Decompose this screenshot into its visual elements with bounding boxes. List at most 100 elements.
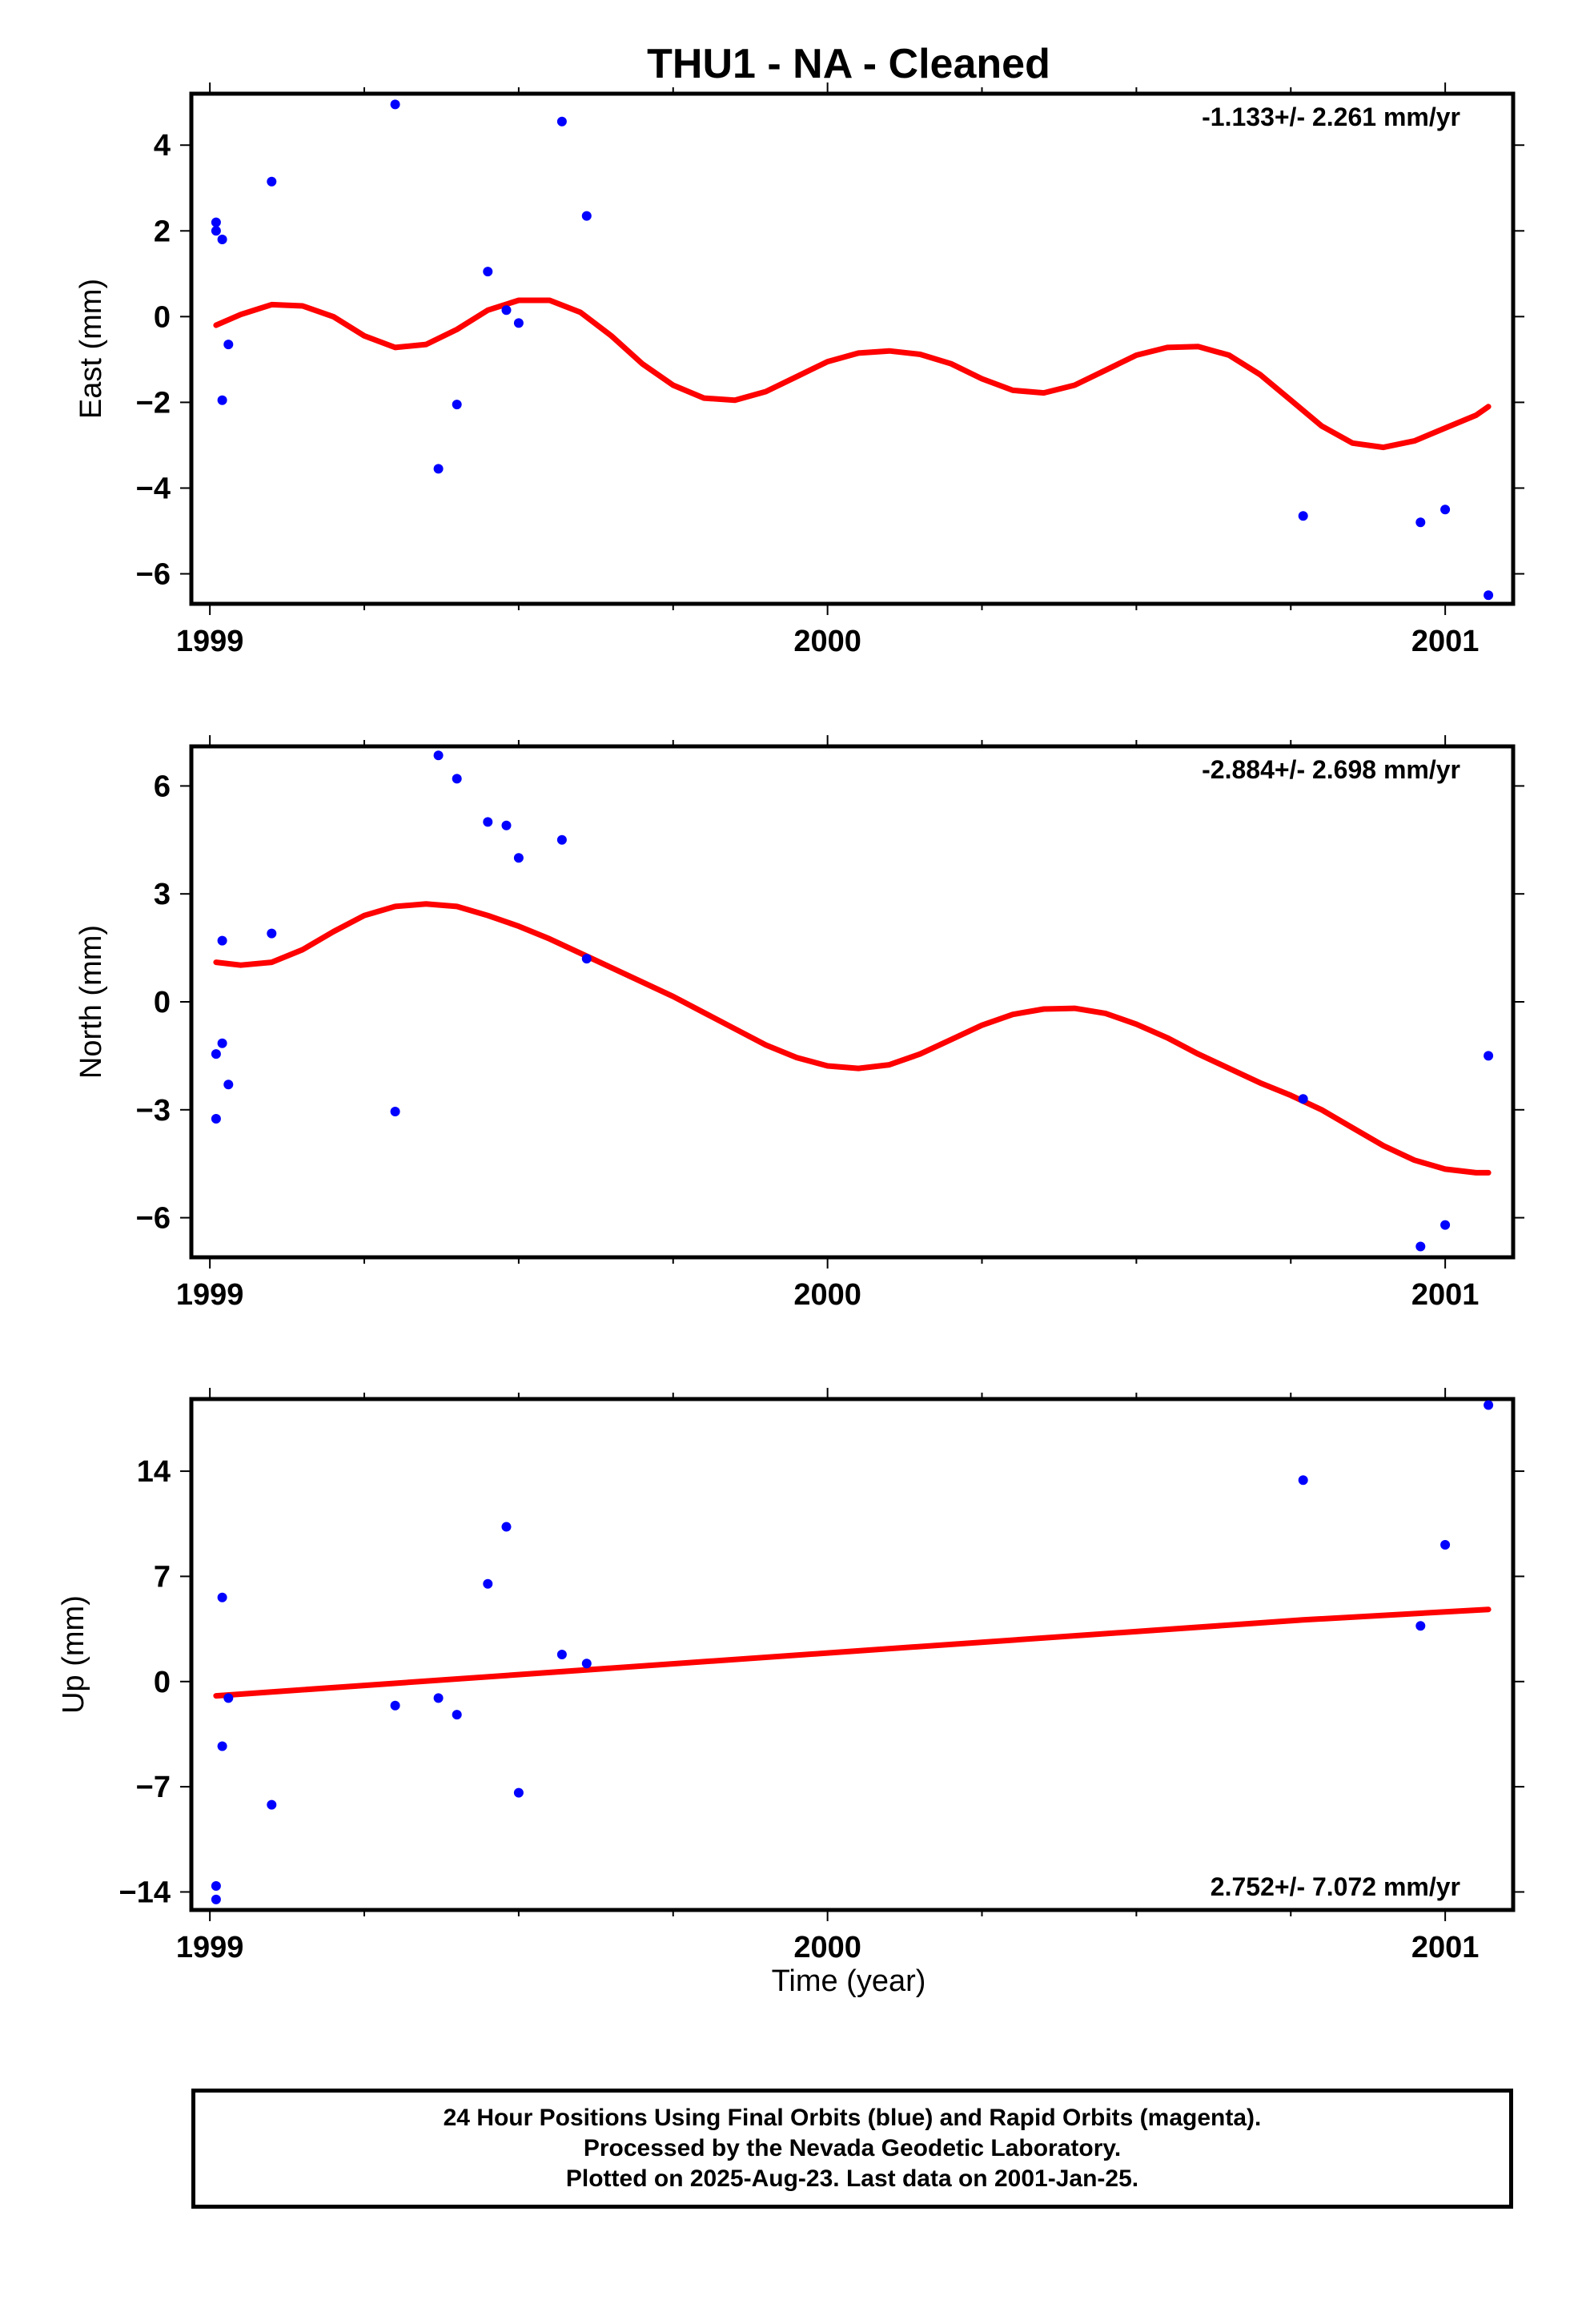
x-tick-label: 1999 [176, 625, 244, 658]
x-tick-label: 2001 [1411, 1278, 1480, 1312]
data-point [1440, 1540, 1451, 1550]
data-point [217, 935, 227, 946]
y-tick-label: 4 [154, 129, 171, 163]
data-point [390, 1107, 400, 1116]
fit-line [213, 1606, 1492, 1699]
data-point [217, 1038, 227, 1048]
y-tick-label: −6 [136, 1202, 171, 1236]
y-tick-label: 2 [154, 215, 171, 248]
data-point [211, 1881, 221, 1891]
data-point [433, 750, 444, 761]
data-point [223, 340, 234, 350]
x-tick-label: 2000 [793, 1931, 861, 1964]
data-point [1415, 1621, 1426, 1631]
data-point [211, 1894, 221, 1904]
panel-frame [189, 1397, 1516, 1912]
x-tick-label: 2000 [793, 1278, 861, 1312]
y-axis-label: Up (mm) [57, 1595, 90, 1714]
fit-line [213, 297, 1492, 451]
data-point [433, 1693, 444, 1703]
y-tick-label: 14 [137, 1455, 171, 1489]
y-tick-label: −2 [136, 386, 171, 420]
y-tick-label: 7 [154, 1560, 171, 1594]
data-point [1298, 1475, 1308, 1486]
y-axis-label: North (mm) [74, 925, 108, 1079]
panels: 1999 2000 2001 −6 −4 −2 0 2 4 East (mm) -1.133+/- … [57, 82, 1524, 1964]
y-axis-label: East (mm) [74, 279, 108, 419]
data-point [1484, 1400, 1494, 1410]
y-tick-label: −3 [136, 1094, 171, 1128]
panel-east: 1999 2000 2001 −6 −4 −2 0 2 4 East (mm) -1.133+/- … [74, 82, 1524, 658]
panel-frame [189, 744, 1516, 1260]
data-point [217, 1592, 227, 1602]
data-point [501, 1522, 512, 1532]
data-point [217, 395, 227, 405]
data-point [501, 820, 512, 830]
data-point [1440, 505, 1451, 515]
data-point [390, 99, 400, 110]
data-point [223, 1080, 234, 1090]
x-tick-label: 1999 [176, 1278, 244, 1312]
data-point [217, 1741, 227, 1751]
data-point [390, 1700, 400, 1711]
data-point [513, 1787, 524, 1798]
data-point [211, 217, 221, 227]
data-point [483, 267, 493, 277]
data-point [1484, 590, 1494, 601]
data-point [1298, 511, 1308, 521]
data-point [452, 400, 462, 410]
data-point [483, 817, 493, 827]
y-tick-label: 3 [154, 878, 171, 911]
y-tick-label: −4 [136, 472, 171, 505]
footer-line-2: Processed by the Nevada Geodetic Laborat… [583, 2135, 1122, 2161]
data-point [501, 305, 512, 316]
panel-frame [189, 91, 1516, 606]
x-tick-label: 2000 [793, 625, 861, 658]
data-point [1415, 517, 1426, 528]
data-point [1484, 1051, 1494, 1061]
panel-up: 1999 2000 2001 −14 −7 0 7 14 Up (mm) 2.752+/- 7.0… [57, 1388, 1524, 1964]
rate-annotation: -2.884+/- 2.698 mm/yr [1202, 755, 1460, 784]
y-tick-label: 0 [154, 1666, 171, 1699]
data-point [513, 853, 524, 863]
data-point [581, 954, 592, 964]
chart-title: THU1 - NA - Cleaned [647, 41, 1050, 87]
data-point [452, 1710, 462, 1720]
data-point [483, 1578, 493, 1589]
data-point [1440, 1220, 1451, 1230]
x-axis-label: Time (year) [772, 1964, 926, 1998]
data-point [211, 1049, 221, 1059]
data-point [223, 1693, 234, 1703]
y-tick-label: −14 [119, 1876, 171, 1909]
data-point [556, 834, 567, 845]
footer-line-1: 24 Hour Positions Using Final Orbits (bl… [443, 2105, 1262, 2131]
data-point [581, 211, 592, 221]
panel-north: 1999 2000 2001 −6 −3 0 3 6 North (mm) -2.884+/- 2… [74, 735, 1524, 1312]
rate-annotation: 2.752+/- 7.072 mm/yr [1211, 1872, 1460, 1901]
data-point [267, 176, 277, 187]
y-tick-label: 0 [154, 986, 171, 1019]
x-tick-label: 1999 [176, 1931, 244, 1964]
y-tick-label: 6 [154, 770, 171, 803]
data-point [433, 464, 444, 474]
footer-box: 24 Hour Positions Using Final Orbits (bl… [191, 2089, 1513, 2209]
data-point [267, 1799, 277, 1810]
data-point [217, 235, 227, 244]
data-point [452, 774, 462, 784]
data-point [556, 116, 567, 127]
data-point [211, 1114, 221, 1124]
x-tick-label: 2001 [1411, 625, 1480, 658]
data-point [556, 1650, 567, 1659]
rate-annotation: -1.133+/- 2.261 mm/yr [1202, 103, 1460, 131]
data-point [1298, 1094, 1308, 1104]
data-point [211, 226, 221, 236]
y-tick-label: 0 [154, 300, 171, 334]
x-tick-label: 2001 [1411, 1931, 1480, 1964]
data-point [513, 318, 524, 328]
y-tick-label: −7 [136, 1771, 171, 1804]
fit-line [213, 901, 1492, 1176]
y-tick-label: −6 [136, 558, 171, 592]
footer-line-3: Plotted on 2025-Aug-23. Last data on 200… [565, 2165, 1139, 2192]
